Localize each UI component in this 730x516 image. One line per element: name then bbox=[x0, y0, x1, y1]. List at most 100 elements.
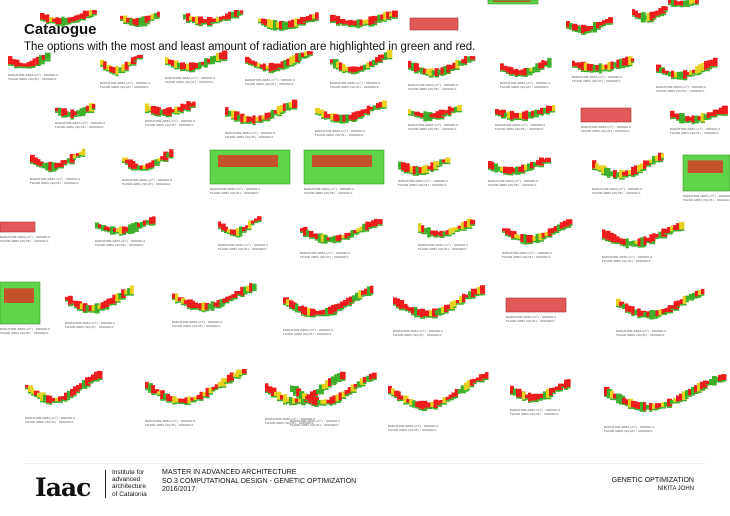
building-block bbox=[703, 380, 708, 388]
building-block bbox=[154, 159, 160, 165]
building-base bbox=[559, 228, 566, 231]
building-block bbox=[351, 112, 357, 121]
floor-area-caption: FLOOR AREA (SQ.M.) : 000000.0 bbox=[122, 182, 171, 186]
building-base bbox=[523, 243, 527, 245]
building-block bbox=[572, 60, 575, 67]
building-base bbox=[521, 172, 526, 174]
building-block bbox=[649, 234, 656, 243]
building-block bbox=[667, 398, 673, 407]
building-block bbox=[517, 70, 521, 75]
building-block bbox=[347, 387, 353, 394]
highlight-box bbox=[505, 297, 567, 313]
building-base bbox=[225, 19, 229, 21]
building-base bbox=[452, 68, 456, 71]
building-block bbox=[289, 56, 295, 65]
building-block bbox=[314, 233, 321, 240]
building-base bbox=[308, 237, 314, 239]
building-block bbox=[156, 107, 161, 116]
iaac-logo: Iaac bbox=[35, 473, 91, 502]
building-base bbox=[45, 169, 49, 171]
building-base bbox=[664, 405, 669, 407]
building-block bbox=[382, 100, 387, 108]
building-block bbox=[298, 398, 303, 403]
building-block bbox=[330, 14, 336, 22]
building-block bbox=[135, 18, 140, 26]
building-base bbox=[122, 233, 127, 235]
building-base bbox=[216, 306, 222, 309]
building-base bbox=[265, 391, 269, 393]
building-base bbox=[172, 298, 176, 300]
building-base bbox=[652, 162, 656, 165]
building-base bbox=[175, 301, 179, 304]
building-block bbox=[664, 229, 669, 234]
building-block bbox=[35, 56, 41, 65]
building-base bbox=[534, 115, 539, 118]
building-base bbox=[150, 113, 156, 115]
building-base bbox=[144, 22, 150, 25]
building-block bbox=[713, 57, 718, 67]
floor-area-caption: FLOOR AREA (SQ.M.) : 000000.0 bbox=[304, 191, 353, 195]
building-block bbox=[189, 300, 195, 309]
building-base bbox=[691, 297, 698, 299]
building-base bbox=[138, 25, 143, 27]
building-base bbox=[286, 305, 292, 307]
building-base bbox=[643, 245, 647, 247]
building-block bbox=[430, 162, 434, 171]
building-block bbox=[445, 157, 451, 163]
building-base bbox=[619, 306, 625, 308]
building-block bbox=[721, 374, 727, 381]
building-base bbox=[321, 117, 325, 119]
building-block bbox=[429, 114, 435, 118]
building-block bbox=[561, 383, 565, 387]
building-block bbox=[295, 303, 299, 311]
building-block bbox=[671, 0, 676, 6]
building-base bbox=[372, 63, 378, 65]
building-block bbox=[462, 293, 466, 302]
building-base bbox=[685, 121, 690, 123]
building-block bbox=[91, 305, 96, 312]
building-block bbox=[82, 380, 88, 388]
building-block bbox=[339, 62, 343, 70]
building-base bbox=[661, 236, 668, 239]
building-block bbox=[511, 231, 517, 239]
building-block bbox=[718, 374, 724, 381]
building-block bbox=[541, 232, 547, 238]
building-base bbox=[453, 110, 458, 113]
building-block bbox=[320, 400, 325, 405]
building-block bbox=[79, 383, 83, 389]
building-base bbox=[340, 379, 346, 381]
building-base bbox=[619, 66, 625, 69]
building-block bbox=[328, 306, 334, 315]
building-base bbox=[441, 114, 448, 117]
building-block bbox=[622, 58, 628, 66]
building-base bbox=[181, 402, 185, 404]
building-block bbox=[616, 298, 621, 306]
building-block bbox=[361, 290, 365, 296]
building-block bbox=[619, 238, 624, 245]
building-block bbox=[697, 289, 702, 295]
building-base bbox=[372, 108, 376, 111]
building-base bbox=[403, 403, 409, 405]
building-base bbox=[61, 25, 65, 27]
building-block bbox=[276, 22, 281, 28]
building-base bbox=[359, 25, 363, 28]
building-block bbox=[674, 0, 678, 6]
floor-area-caption: FLOOR AREA (SQ.M.) : 000000.0 bbox=[408, 127, 457, 131]
building-base bbox=[326, 403, 332, 405]
building-block bbox=[674, 72, 680, 78]
radiation-caption: RADIATION AREA (m²) : 000000.0 bbox=[393, 329, 443, 333]
building-block bbox=[207, 304, 211, 308]
building-base bbox=[604, 395, 610, 397]
building-block bbox=[637, 238, 642, 247]
building-block bbox=[457, 389, 461, 393]
building-base bbox=[251, 223, 255, 226]
building-base bbox=[131, 231, 135, 234]
building-base bbox=[333, 67, 339, 69]
building-base bbox=[195, 23, 199, 26]
building-block bbox=[682, 116, 687, 121]
building-block bbox=[685, 295, 689, 301]
building-base bbox=[218, 227, 222, 230]
radiation-caption: RADIATION AREA (m²) : 000000.0 bbox=[100, 81, 150, 85]
building-block bbox=[353, 20, 358, 26]
